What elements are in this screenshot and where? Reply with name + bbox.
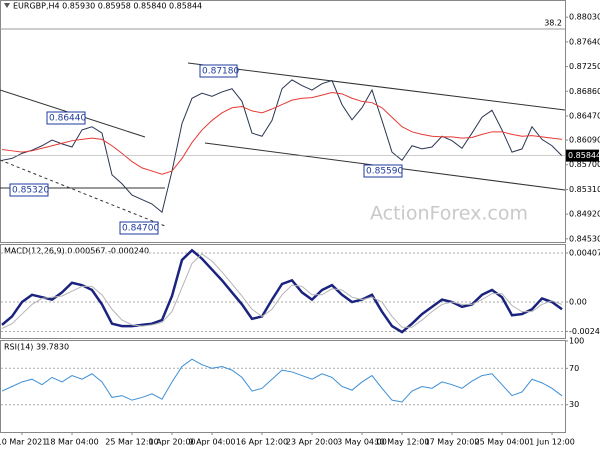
fibo-label: 38.2 <box>544 19 562 28</box>
last-price-label: 0.85844 <box>568 151 600 160</box>
y-tick-label: 0.87250 <box>569 62 600 71</box>
annotation-text: 0.85590 <box>366 167 403 177</box>
last-price-box <box>566 149 599 162</box>
y-tick-label: 0.88030 <box>569 13 600 22</box>
series-line <box>1 358 563 403</box>
y-tick-label: -0.002445 <box>569 327 600 336</box>
series-line <box>1 79 563 214</box>
x-tick-label: 25 May 04:00 <box>475 438 530 447</box>
x-tick-label: 23 Apr 20:00 <box>286 438 338 447</box>
price-pane <box>0 0 566 243</box>
y-tick-label: 100 <box>569 337 584 346</box>
annotation-box <box>46 111 86 125</box>
watermark: ActionForex.com <box>370 203 528 225</box>
rsi-title: RSI(14) 39.7830 <box>4 343 69 352</box>
annotation-text: 0.84700 <box>122 224 159 234</box>
y-tick-label: 0.004071 <box>569 249 600 258</box>
y-tick-label: 0.86090 <box>569 136 600 145</box>
annotation-box <box>363 164 403 178</box>
x-tick-label: 1 Jun 12:00 <box>529 438 575 447</box>
y-tick-label: 0.87640 <box>569 37 600 46</box>
annotation-box <box>9 183 49 197</box>
x-tick-label: 17 May 20:00 <box>425 438 480 447</box>
macd-pane <box>0 244 566 339</box>
y-tick-label: 70 <box>569 364 579 373</box>
y-tick-label: 0.85700 <box>569 160 600 169</box>
x-tick-label: 16 Apr 12:00 <box>236 438 288 447</box>
annotation: 0.87180 0.86440 0.85320 0.84700 0.85590 <box>9 64 403 235</box>
pane-icon <box>4 3 10 8</box>
series-line <box>1 248 563 334</box>
annotation-text: 0.86440 <box>49 114 86 124</box>
x-tick-label: 10 Mar 2021 <box>0 438 47 447</box>
macd-title: MACD(12,26,9) 0.000567 -0.000240 <box>4 247 149 256</box>
x-tick-label: 9 Apr 04:00 <box>188 438 235 447</box>
annotation-box <box>199 64 238 78</box>
y-tick-label: 0.86860 <box>569 87 600 96</box>
chart-title: EURGBP,H4 0.85930 0.85958 0.85840 0.8584… <box>13 2 202 11</box>
channel-line <box>187 62 566 111</box>
x-tick-label: 3 May 04:00 <box>337 438 387 447</box>
x-tick-label: 18 Mar 04:00 <box>45 438 98 447</box>
x-tick-label: 1 Apr 20:00 <box>148 438 195 447</box>
series-line <box>1 253 563 329</box>
rsi-pane <box>0 340 566 433</box>
annotation-box <box>119 221 159 235</box>
y-tick-label: 0.84920 <box>569 210 600 219</box>
annotation-text: 0.85320 <box>12 186 49 196</box>
series-line <box>1 92 563 175</box>
y-tick-label: 0.86470 <box>569 111 600 120</box>
annotation-text: 0.87180 <box>202 67 239 77</box>
y-tick-label: 0.85310 <box>569 185 600 194</box>
x-tick-label: 10 May 12:00 <box>375 438 430 447</box>
x-tick-label: 25 Mar 12:00 <box>105 438 158 447</box>
y-tick-label: 30 <box>569 400 579 409</box>
y-tick-label: 0.84530 <box>569 234 600 243</box>
y-tick-label: 0.00 <box>569 298 587 307</box>
